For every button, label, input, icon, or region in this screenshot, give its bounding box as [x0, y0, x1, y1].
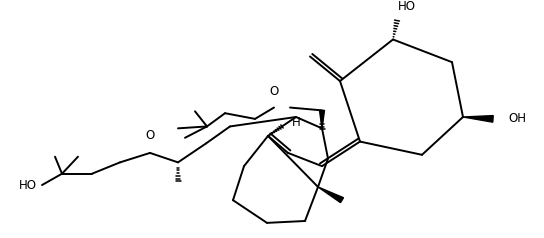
Polygon shape: [463, 116, 493, 122]
Text: H: H: [292, 116, 301, 129]
Polygon shape: [319, 110, 325, 128]
Text: O: O: [145, 129, 154, 142]
Text: HO: HO: [19, 178, 37, 192]
Text: HO: HO: [398, 0, 416, 13]
Text: OH: OH: [508, 112, 526, 125]
Polygon shape: [318, 187, 343, 203]
Text: O: O: [269, 85, 279, 98]
